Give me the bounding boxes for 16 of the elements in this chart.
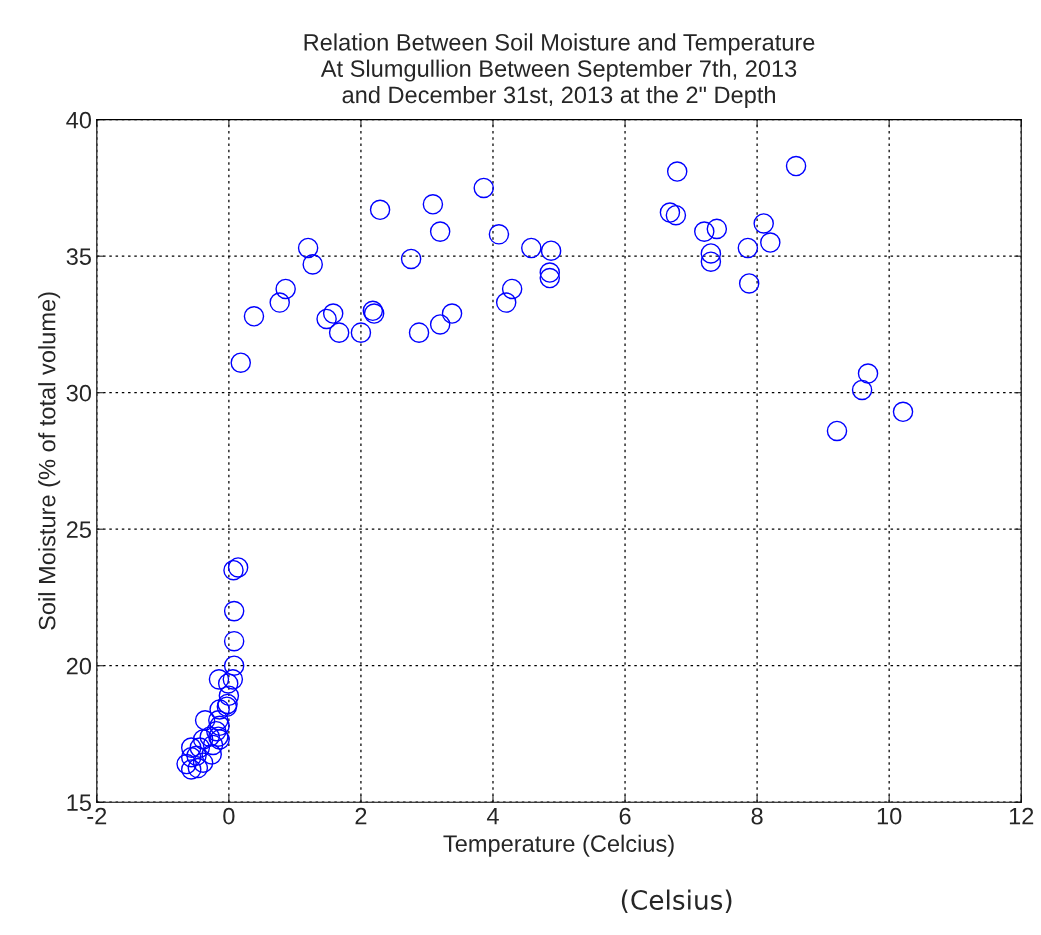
x-axis-title: Temperature (Celcius) — [443, 834, 674, 857]
x-tick-label: 0 — [223, 807, 235, 825]
x-tick-label: 2 — [355, 807, 367, 825]
x-tick-label: 10 — [877, 807, 902, 825]
text: (Celsius) — [621, 889, 732, 914]
x-tick-label: 4 — [486, 807, 499, 825]
y-tick-label: 40 — [66, 111, 92, 129]
x-tick-label: 8 — [751, 807, 763, 825]
chart-title: Relation Between Soil Moisture and Temperature At Slumgullion Between September 7th, 2013 and December 31st, 2013 at the 2" Depth — [304, 33, 815, 108]
y-tick-label: 35 — [66, 248, 91, 265]
x-tick-label: 12 — [1009, 807, 1034, 825]
x-tick-label: 6 — [619, 807, 631, 825]
y-tick-label: 30 — [66, 384, 92, 402]
y-tick-label: 25 — [66, 521, 91, 538]
y-axis-title: Soil Moisture (% of total volume) — [38, 292, 61, 630]
y-tick-label: 20 — [66, 657, 92, 675]
